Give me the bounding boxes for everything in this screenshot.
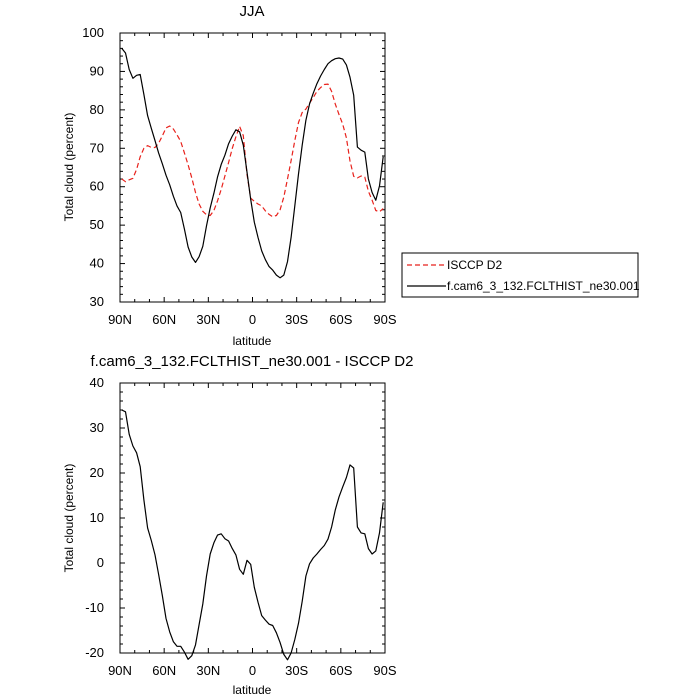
x-tick-label: 30N bbox=[196, 663, 220, 678]
x-tick-label: 90N bbox=[108, 312, 132, 327]
top-panel-ylabel: Total cloud (percent) bbox=[62, 113, 76, 222]
y-tick-label: 30 bbox=[90, 294, 104, 309]
x-tick-label: 60S bbox=[329, 312, 352, 327]
y-tick-label: 70 bbox=[90, 140, 104, 155]
y-tick-label: 30 bbox=[90, 420, 104, 435]
x-tick-label: 90S bbox=[373, 663, 396, 678]
y-tick-label: 50 bbox=[90, 217, 104, 232]
bottom-panel-xlabel: latitude bbox=[233, 683, 272, 697]
series-line-isccp-d2 bbox=[121, 83, 384, 218]
y-tick-label: 10 bbox=[90, 510, 104, 525]
legend-label-model: f.cam6_3_132.FCLTHIST_ne30.001 bbox=[447, 279, 640, 293]
y-tick-label: 20 bbox=[90, 465, 104, 480]
x-tick-label: 60N bbox=[152, 663, 176, 678]
legend-box bbox=[401, 252, 639, 298]
y-tick-label: 80 bbox=[90, 102, 104, 117]
x-tick-label: 0 bbox=[249, 663, 256, 678]
top-panel: JJA latitude Total cloud (percent) 90N 60… bbox=[62, 3, 397, 348]
x-tick-label: 90N bbox=[108, 663, 132, 678]
x-tick-label: 90S bbox=[373, 312, 396, 327]
top-panel-xlabel: latitude bbox=[233, 334, 272, 348]
y-tick-label: -10 bbox=[85, 600, 104, 615]
plot-frame bbox=[119, 382, 386, 654]
y-tick-label: 0 bbox=[97, 555, 104, 570]
y-tick-label: 40 bbox=[90, 375, 104, 390]
legend: ISCCP D2 f.cam6_3_132.FCLTHIST_ne30.001 bbox=[401, 252, 640, 298]
x-tick-label: 30N bbox=[196, 312, 220, 327]
y-tick-label: 90 bbox=[90, 63, 104, 78]
top-panel-title: JJA bbox=[239, 3, 264, 20]
x-tick-label: 60S bbox=[329, 663, 352, 678]
bottom-panel-title: f.cam6_3_132.FCLTHIST_ne30.001 - ISCCP D… bbox=[91, 353, 414, 370]
plot-frame bbox=[119, 32, 386, 303]
bottom-panel-ylabel: Total cloud (percent) bbox=[62, 464, 76, 573]
y-tick-label: 60 bbox=[90, 179, 104, 194]
y-tick-label: 40 bbox=[90, 256, 104, 271]
series-line-panel1-0 bbox=[121, 409, 384, 661]
bottom-panel: f.cam6_3_132.FCLTHIST_ne30.001 - ISCCP D… bbox=[62, 353, 413, 697]
y-tick-label: -20 bbox=[85, 645, 104, 660]
legend-label-isccp: ISCCP D2 bbox=[447, 258, 502, 272]
x-tick-label: 0 bbox=[249, 312, 256, 327]
x-tick-label: 60N bbox=[152, 312, 176, 327]
y-tick-label: 100 bbox=[82, 25, 104, 40]
series-line-f-cam6-3-132-fclthist-ne30-001 bbox=[121, 48, 384, 279]
x-tick-label: 30S bbox=[285, 663, 308, 678]
x-tick-label: 30S bbox=[285, 312, 308, 327]
